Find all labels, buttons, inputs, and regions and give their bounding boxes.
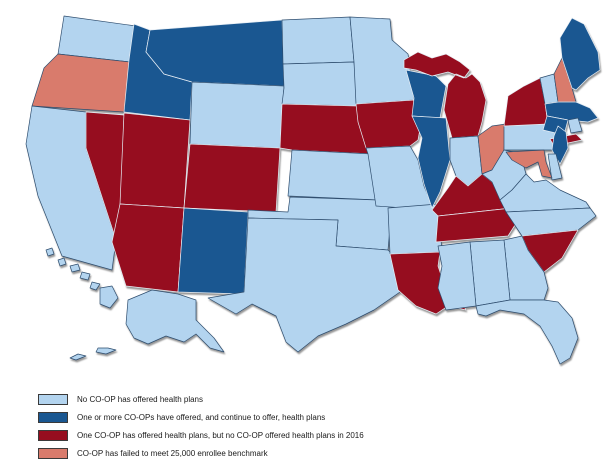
state-ND (281, 16, 355, 65)
state-AL (469, 239, 511, 307)
legend-swatch-under-benchmark (38, 447, 68, 459)
legend-label: One CO-OP has offered health plans, but … (77, 430, 364, 440)
state-SD (281, 61, 359, 107)
legend-swatch-no-plans-2016 (38, 429, 68, 441)
state-AZ (111, 203, 185, 293)
state-TX (207, 217, 401, 353)
state-DE (547, 153, 563, 181)
state-NC (505, 207, 597, 237)
state-KS (287, 149, 379, 201)
state-NM (177, 207, 249, 295)
legend-item: One CO-OP has offered health plans, but … (38, 426, 598, 444)
state-MD (505, 149, 553, 179)
legend: No CO-OP has offered health plans One or… (38, 390, 598, 462)
state-FL (475, 299, 579, 365)
state-MI (403, 51, 487, 139)
state-UT (119, 112, 191, 209)
legend-label: One or more CO-OPs have offered, and con… (77, 412, 326, 422)
state-WY (189, 81, 285, 149)
legend-label: No CO-OP has offered health plans (77, 394, 203, 404)
legend-label: CO-OP has failed to meet 25,000 enrollee… (77, 448, 268, 458)
us-choropleth-map (25, 15, 601, 365)
state-RI (567, 117, 583, 134)
legend-item: CO-OP has failed to meet 25,000 enrollee… (38, 444, 598, 462)
legend-item: One or more CO-OPs have offered, and con… (38, 408, 598, 426)
state-CO (183, 143, 281, 213)
state-IA (355, 99, 423, 149)
legend-swatch-continuing (38, 411, 68, 423)
state-OR (31, 53, 131, 113)
state-HI (45, 247, 119, 309)
legend-swatch-no-coop (38, 393, 68, 405)
state-NH (553, 57, 577, 103)
state-ME (559, 17, 601, 91)
us-map-container (25, 15, 601, 365)
legend-item: No CO-OP has offered health plans (38, 390, 598, 408)
state-MS (437, 241, 477, 311)
state-AK (69, 289, 225, 361)
state-IL (411, 115, 451, 209)
